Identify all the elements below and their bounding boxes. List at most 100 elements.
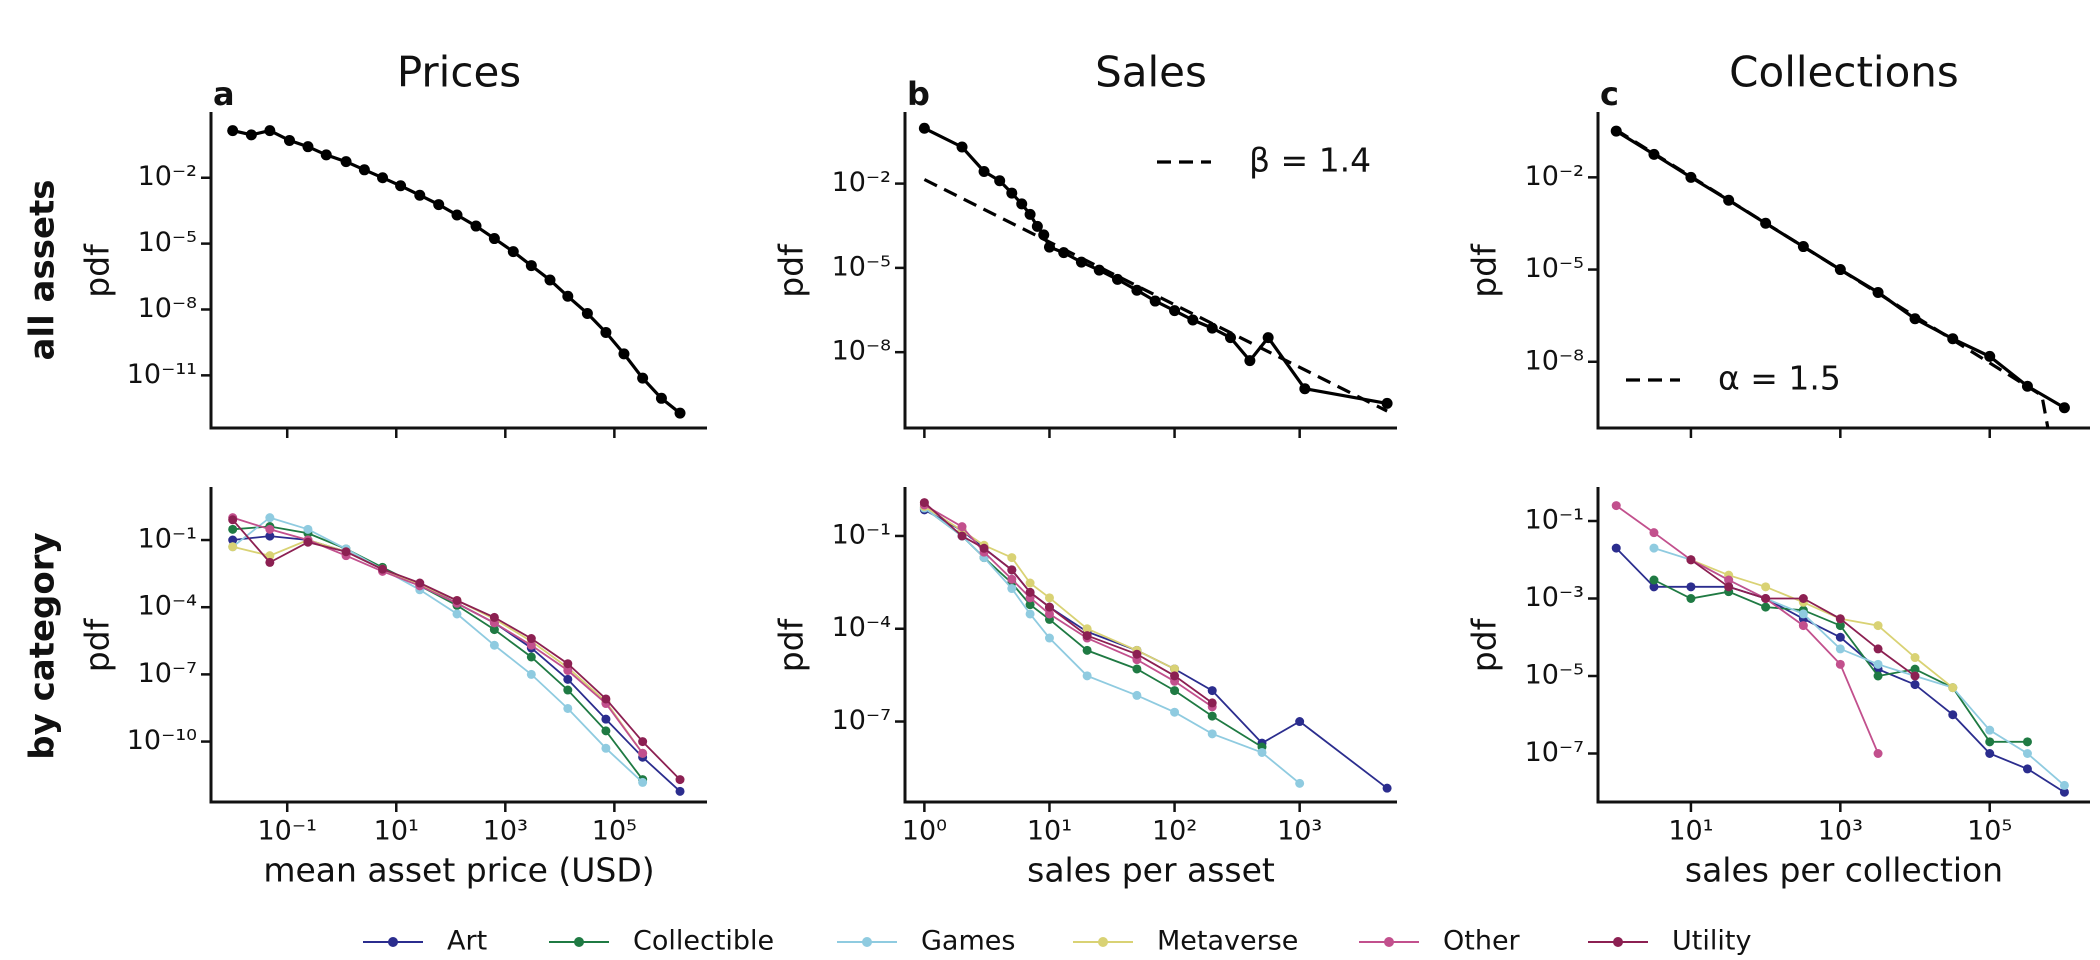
- data-point: [1225, 332, 1237, 344]
- data-point: [1207, 686, 1217, 696]
- data-point: [1873, 644, 1883, 654]
- series-line: [232, 525, 644, 781]
- data-point: [919, 498, 929, 508]
- data-point: [1835, 614, 1845, 624]
- row-label: all assets: [23, 179, 63, 360]
- y-tick-label: 10⁻¹¹: [127, 359, 197, 390]
- data-point: [507, 246, 519, 258]
- data-point: [1873, 621, 1883, 631]
- data-point: [302, 141, 314, 153]
- data-point: [415, 578, 425, 588]
- legend-marker: [1613, 937, 1623, 947]
- data-point: [1724, 582, 1734, 592]
- data-point: [1382, 783, 1392, 793]
- y-axis-label: pdf: [1465, 243, 1504, 298]
- data-point: [303, 524, 313, 534]
- panel-title: Sales: [1095, 48, 1207, 97]
- data-point: [526, 634, 536, 644]
- data-point: [563, 685, 573, 695]
- data-point: [1025, 578, 1035, 588]
- y-tick-label: 10⁻²: [832, 167, 891, 198]
- panel-label: c: [1600, 75, 1619, 113]
- x-tick-label: 10³: [1818, 816, 1863, 847]
- y-tick-label: 10⁻⁷: [1525, 737, 1584, 768]
- x-tick-label: 10¹: [1668, 816, 1713, 847]
- x-tick-label: 10³: [1277, 816, 1322, 847]
- data-point: [1024, 208, 1036, 220]
- data-point: [378, 564, 388, 574]
- data-point: [1016, 198, 1028, 210]
- series-line: [923, 509, 1388, 789]
- data-point: [674, 407, 686, 419]
- data-point: [1873, 659, 1883, 669]
- data-point: [1835, 644, 1845, 654]
- data-point: [264, 125, 276, 137]
- x-axis-label: sales per collection: [1685, 851, 2003, 890]
- y-tick-label: 10⁻¹⁰: [127, 725, 197, 756]
- data-point: [1082, 631, 1092, 641]
- data-point: [245, 129, 257, 141]
- data-point: [1082, 624, 1092, 634]
- data-point: [489, 640, 499, 650]
- data-point: [526, 652, 536, 662]
- data-point: [433, 199, 445, 211]
- data-point: [1038, 229, 1050, 241]
- data-point: [303, 537, 313, 547]
- data-point: [1299, 383, 1311, 395]
- data-point: [358, 164, 370, 176]
- data-point: [452, 609, 462, 619]
- data-point: [265, 557, 275, 567]
- data-point: [228, 515, 238, 525]
- data-point: [1798, 594, 1808, 604]
- data-point: [956, 141, 968, 153]
- data-point: [1207, 698, 1217, 708]
- data-point: [1187, 314, 1199, 326]
- legend-label: Utility: [1672, 926, 1751, 957]
- data-point: [2059, 780, 2069, 790]
- y-tick-label: 10⁻²: [138, 161, 197, 192]
- y-tick-label: 10⁻⁷: [138, 658, 197, 689]
- series-line: [1615, 504, 1879, 754]
- y-tick-label: 10⁻⁸: [832, 336, 891, 367]
- data-point: [526, 640, 536, 650]
- data-point: [1007, 553, 1017, 563]
- data-point: [1649, 582, 1659, 592]
- data-point: [228, 524, 238, 534]
- data-point: [228, 535, 238, 545]
- x-tick-label: 10³: [483, 816, 528, 847]
- data-point: [1044, 593, 1054, 603]
- data-point: [1909, 313, 1921, 325]
- data-point: [2022, 764, 2032, 774]
- data-point: [957, 531, 967, 541]
- data-point: [1985, 725, 1995, 735]
- data-point: [1044, 609, 1054, 619]
- data-point: [1149, 295, 1161, 307]
- data-point: [265, 551, 275, 561]
- data-point: [1761, 582, 1771, 592]
- x-axis-label: mean asset price (USD): [263, 851, 654, 890]
- x-tick-label: 10²: [1152, 816, 1197, 847]
- data-point: [1132, 649, 1142, 659]
- x-tick-label: 10⁻¹: [258, 816, 317, 847]
- data-point: [638, 748, 648, 758]
- legend-marker: [1098, 937, 1108, 947]
- legend-marker: [862, 937, 872, 947]
- data-point: [526, 669, 536, 679]
- data-point: [1873, 671, 1883, 681]
- data-point: [1262, 332, 1274, 344]
- data-point: [1910, 664, 1920, 674]
- data-point: [1910, 671, 1920, 681]
- data-point: [452, 595, 462, 605]
- data-point: [563, 665, 573, 675]
- data-point: [1170, 664, 1180, 674]
- y-tick-label: 10⁻⁵: [832, 251, 891, 282]
- x-tick-label: 10⁰: [902, 816, 947, 847]
- legend-marker: [574, 937, 584, 947]
- row-label: by category: [23, 532, 63, 759]
- data-point: [414, 189, 426, 201]
- x-tick-label: 10⁵: [1967, 816, 2012, 847]
- data-point: [638, 777, 648, 787]
- data-point: [1025, 600, 1035, 610]
- data-point: [978, 165, 990, 177]
